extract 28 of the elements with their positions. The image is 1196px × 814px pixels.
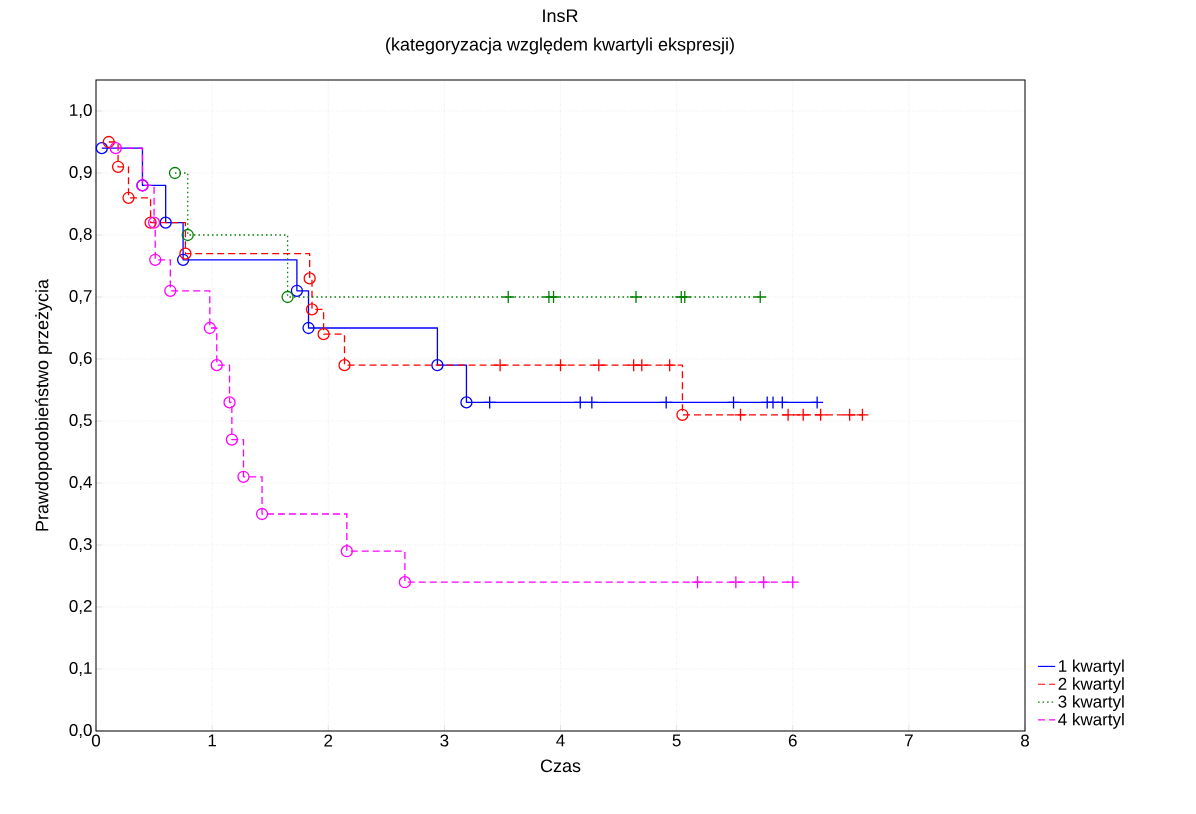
- y-tick-label: 0,9: [69, 165, 92, 181]
- y-tick-label: 0,5: [69, 413, 92, 429]
- y-tick-label: 0,1: [69, 661, 92, 677]
- y-tick-label: 0,6: [69, 351, 92, 367]
- x-axis-title: Czas: [540, 759, 581, 773]
- x-tick-label: 6: [788, 734, 797, 747]
- x-tick-label: 2: [324, 734, 333, 747]
- y-axis-title: Prawdopodobieństwo przeżycia: [34, 278, 52, 531]
- x-tick-label: 3: [440, 734, 449, 747]
- legend-label: 1 kwartyl: [1059, 659, 1124, 676]
- x-tick-label: 8: [1021, 734, 1029, 747]
- x-tick-label: 7: [905, 734, 913, 747]
- chart-subtitle: (kategoryzacja względem kwartyli ekspresji): [386, 37, 734, 55]
- x-tick-label: 0: [91, 734, 101, 747]
- y-tick-label: 0,7: [69, 289, 92, 305]
- y-tick-label: 0,4: [69, 475, 92, 491]
- y-tick-label: 0,2: [69, 599, 92, 615]
- x-tick-label: 1: [208, 734, 217, 747]
- legend-label: 4 kwartyl: [1058, 712, 1124, 729]
- y-tick-label: 1,0: [70, 103, 92, 119]
- chart-title: InsR: [543, 9, 578, 23]
- x-tick-label: 4: [556, 734, 565, 747]
- y-tick-label: 0,3: [69, 537, 92, 553]
- y-tick-label: 0,0: [69, 723, 92, 739]
- y-tick-label: 0,8: [69, 227, 92, 243]
- legend-label: 3 kwartyl: [1058, 695, 1124, 712]
- legend-label: 2 kwartyl: [1058, 677, 1124, 694]
- x-tick-label: 5: [672, 734, 681, 747]
